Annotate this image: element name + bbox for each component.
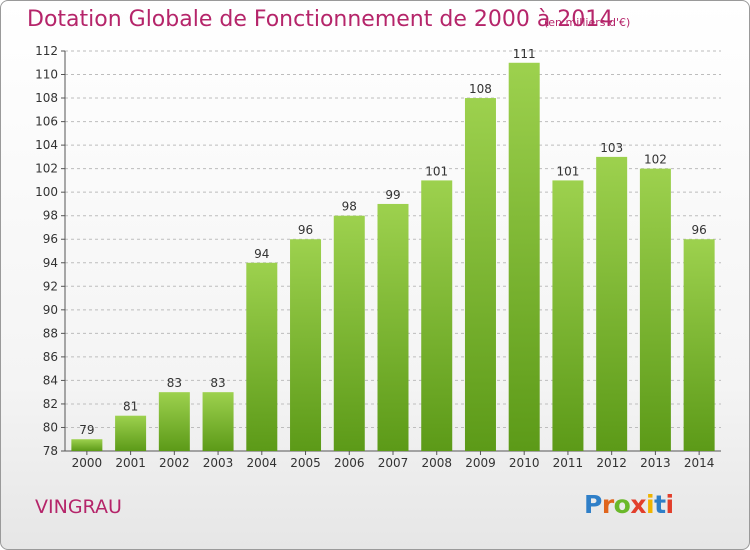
bar bbox=[290, 239, 322, 451]
data-label: 94 bbox=[254, 247, 269, 261]
y-tick-label: 84 bbox=[43, 373, 58, 387]
data-label: 98 bbox=[342, 200, 357, 214]
y-tick-label: 92 bbox=[43, 279, 58, 293]
proxiti-logo: Proxiti bbox=[584, 490, 674, 519]
logo-letter: i bbox=[665, 490, 675, 519]
bar bbox=[202, 392, 234, 451]
logo-letter: r bbox=[601, 490, 614, 519]
data-label: 96 bbox=[691, 223, 706, 237]
y-tick-label: 110 bbox=[35, 68, 58, 82]
y-tick-label: 96 bbox=[43, 232, 58, 246]
data-label: 101 bbox=[556, 164, 579, 178]
data-label: 83 bbox=[167, 376, 182, 390]
y-tick-label: 94 bbox=[43, 256, 58, 270]
y-tick-label: 104 bbox=[35, 138, 58, 152]
data-label: 102 bbox=[644, 153, 667, 167]
y-tick-label: 112 bbox=[35, 44, 58, 58]
y-tick-label: 90 bbox=[43, 303, 58, 317]
bar bbox=[683, 239, 715, 451]
x-tick-label: 2004 bbox=[247, 456, 278, 470]
data-label: 99 bbox=[385, 188, 400, 202]
y-tick-label: 80 bbox=[43, 420, 58, 434]
data-label: 79 bbox=[79, 423, 94, 437]
y-tick-label: 106 bbox=[35, 115, 58, 129]
x-tick-label: 2005 bbox=[290, 456, 321, 470]
x-tick-label: 2006 bbox=[334, 456, 365, 470]
logo-letter: x bbox=[630, 490, 646, 519]
x-tick-label: 2001 bbox=[115, 456, 146, 470]
logo-letter: i bbox=[646, 490, 655, 519]
bar bbox=[246, 262, 278, 451]
bar bbox=[596, 156, 628, 451]
bar bbox=[508, 62, 540, 451]
data-label: 83 bbox=[210, 376, 225, 390]
bar bbox=[158, 392, 190, 451]
x-tick-label: 2000 bbox=[72, 456, 103, 470]
y-tick-label: 86 bbox=[43, 350, 58, 364]
x-tick-label: 2009 bbox=[465, 456, 496, 470]
bar bbox=[639, 168, 671, 451]
logo-letter: t bbox=[654, 490, 666, 519]
logo-letter: o bbox=[613, 490, 631, 519]
x-tick-label: 2002 bbox=[159, 456, 190, 470]
bar bbox=[115, 415, 147, 451]
data-label: 81 bbox=[123, 400, 138, 414]
bar bbox=[464, 98, 496, 451]
chart-subtitle: (en milliers d'€) bbox=[544, 16, 631, 29]
y-tick-label: 100 bbox=[35, 185, 58, 199]
data-label: 101 bbox=[425, 164, 448, 178]
data-label: 111 bbox=[513, 47, 536, 61]
bar bbox=[421, 180, 453, 452]
x-tick-label: 2008 bbox=[421, 456, 452, 470]
x-tick-label: 2003 bbox=[203, 456, 234, 470]
x-tick-label: 2012 bbox=[596, 456, 627, 470]
y-tick-label: 108 bbox=[35, 91, 58, 105]
bar bbox=[552, 180, 584, 452]
x-tick-label: 2010 bbox=[509, 456, 540, 470]
x-tick-label: 2007 bbox=[378, 456, 409, 470]
x-tick-label: 2011 bbox=[553, 456, 584, 470]
y-tick-label: 78 bbox=[43, 444, 58, 458]
x-tick-label: 2013 bbox=[640, 456, 671, 470]
data-label: 103 bbox=[600, 141, 623, 155]
x-tick-label: 2014 bbox=[684, 456, 715, 470]
bar bbox=[333, 215, 365, 451]
commune-name: VINGRAU bbox=[35, 496, 122, 518]
bar bbox=[71, 439, 103, 451]
logo-letter: P bbox=[584, 490, 602, 519]
bar bbox=[377, 203, 409, 451]
y-tick-label: 98 bbox=[43, 209, 58, 223]
y-tick-label: 102 bbox=[35, 162, 58, 176]
data-label: 96 bbox=[298, 223, 313, 237]
chart-title: Dotation Globale de Fonctionnement de 20… bbox=[27, 7, 614, 32]
y-tick-label: 82 bbox=[43, 397, 58, 411]
data-label: 108 bbox=[469, 82, 492, 96]
y-tick-label: 88 bbox=[43, 326, 58, 340]
